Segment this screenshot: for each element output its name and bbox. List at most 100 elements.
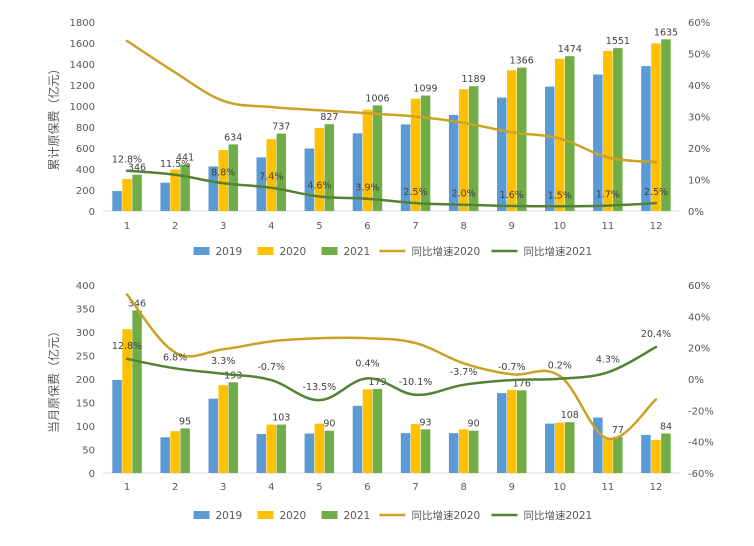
- bar-2020: [458, 429, 469, 473]
- legend-swatch: [193, 511, 210, 519]
- bar-2020: [218, 385, 228, 473]
- chart-2: 050100150200250300350400-60%-40%-20%0%20…: [46, 281, 714, 522]
- bar-2021: [468, 430, 479, 473]
- bar-2021: [613, 436, 623, 473]
- growth-value-label: 3.9%: [355, 183, 379, 194]
- bar-2019: [304, 433, 315, 473]
- growth-value-label: -13.5%: [303, 382, 337, 393]
- bar-2020: [555, 422, 565, 473]
- bar-2019: [208, 398, 218, 473]
- bar-2021: [565, 56, 575, 212]
- bar-2019: [112, 379, 122, 473]
- y2-tick-label: 50%: [688, 50, 710, 61]
- y2-tick-label: -20%: [688, 406, 714, 417]
- growth-value-label: -10.1%: [399, 377, 433, 388]
- bar-2019: [160, 182, 170, 211]
- bar-value-label: 634: [224, 132, 242, 143]
- x-tick-label: 10: [553, 482, 566, 493]
- growth-value-label: 12.8%: [112, 341, 142, 352]
- legend-label: 2019: [216, 246, 243, 258]
- bar-2019: [497, 97, 507, 211]
- bar-value-label: 108: [561, 410, 579, 421]
- legend-label: 2020: [280, 510, 307, 522]
- x-tick-label: 2: [172, 482, 178, 493]
- y-tick-label: 0: [89, 207, 95, 218]
- legend-swatch: [257, 511, 274, 519]
- y-tick-label: 600: [76, 144, 95, 155]
- bar-value-label: 737: [272, 122, 290, 133]
- y-tick-label: 50: [82, 446, 95, 457]
- growth-value-label: -3.7%: [450, 367, 478, 378]
- bar-2020: [314, 423, 325, 473]
- bar-2020: [507, 389, 517, 473]
- bar-2019: [641, 434, 651, 473]
- bar-2020: [555, 58, 565, 212]
- growth-value-label: 7.4%: [259, 172, 283, 183]
- growth-value-label: 1.7%: [596, 190, 620, 201]
- y-tick-label: 250: [76, 352, 95, 363]
- bar-2021: [661, 433, 671, 473]
- bar-2021: [228, 144, 238, 211]
- bar-2020: [122, 329, 132, 473]
- bar-2020: [314, 128, 325, 211]
- line-同比增速2020: [125, 293, 658, 440]
- y2-tick-label: 10%: [688, 176, 710, 187]
- x-tick-label: 10: [553, 221, 566, 232]
- bar-2019: [497, 393, 507, 473]
- bar-value-label: 179: [368, 377, 386, 388]
- bar-2021: [661, 39, 671, 211]
- bar-2020: [266, 424, 276, 473]
- bar-2021: [565, 422, 575, 473]
- legend-label: 同比增速2020: [412, 245, 481, 258]
- line-同比增速2021: [125, 169, 658, 208]
- y2-tick-label: 0%: [688, 375, 704, 386]
- y-tick-label: 350: [76, 305, 95, 316]
- x-tick-label: 12: [650, 482, 663, 493]
- growth-value-label: 2.5%: [403, 187, 427, 198]
- legend-label: 2019: [216, 510, 243, 522]
- y-tick-label: 1400: [70, 60, 95, 71]
- y-tick-label: 400: [76, 281, 95, 292]
- bar-2020: [651, 440, 661, 473]
- bar-2021: [613, 48, 623, 211]
- x-tick-label: 3: [220, 221, 226, 232]
- growth-value-label: -0.7%: [498, 362, 526, 373]
- y-tick-label: 300: [76, 328, 95, 339]
- bar-2019: [256, 157, 266, 211]
- y2-tick-label: 40%: [688, 81, 710, 92]
- bar-value-label: 1099: [413, 84, 437, 95]
- bar-2019: [400, 124, 411, 211]
- y2-tick-label: 40%: [688, 312, 710, 323]
- x-tick-label: 9: [509, 221, 515, 232]
- bar-2019: [208, 166, 218, 211]
- bar-value-label: 176: [513, 378, 531, 389]
- bar-2021: [324, 430, 335, 473]
- bar-2021: [180, 164, 190, 211]
- y2-tick-label: 30%: [688, 113, 710, 124]
- y2-tick-label: -40%: [688, 438, 714, 449]
- y-tick-label: 800: [76, 123, 95, 134]
- y-tick-label: 400: [76, 165, 95, 176]
- y2-tick-label: 60%: [688, 18, 710, 29]
- y-tick-label: 150: [76, 399, 95, 410]
- line-同比增速2021: [125, 345, 658, 402]
- bar-2019: [593, 417, 603, 473]
- bar-2019: [352, 133, 363, 211]
- bar-value-label: 1474: [558, 44, 582, 55]
- x-tick-label: 7: [412, 482, 418, 493]
- bar-2019: [593, 74, 603, 211]
- growth-value-label: 4.6%: [307, 181, 331, 192]
- bar-2020: [507, 70, 517, 211]
- bar-2021: [180, 428, 190, 473]
- bar-value-label: 93: [419, 417, 431, 428]
- x-tick-label: 5: [316, 221, 322, 232]
- bar-2021: [228, 382, 238, 473]
- x-tick-label: 8: [460, 482, 466, 493]
- legend-label: 同比增速2021: [524, 509, 593, 522]
- x-tick-label: 12: [650, 221, 663, 232]
- growth-value-label: 11.5%: [160, 159, 190, 170]
- bar-2019: [545, 86, 555, 211]
- bar-2021: [372, 388, 383, 473]
- bar-value-label: 84: [660, 422, 672, 433]
- bar-2020: [170, 431, 180, 473]
